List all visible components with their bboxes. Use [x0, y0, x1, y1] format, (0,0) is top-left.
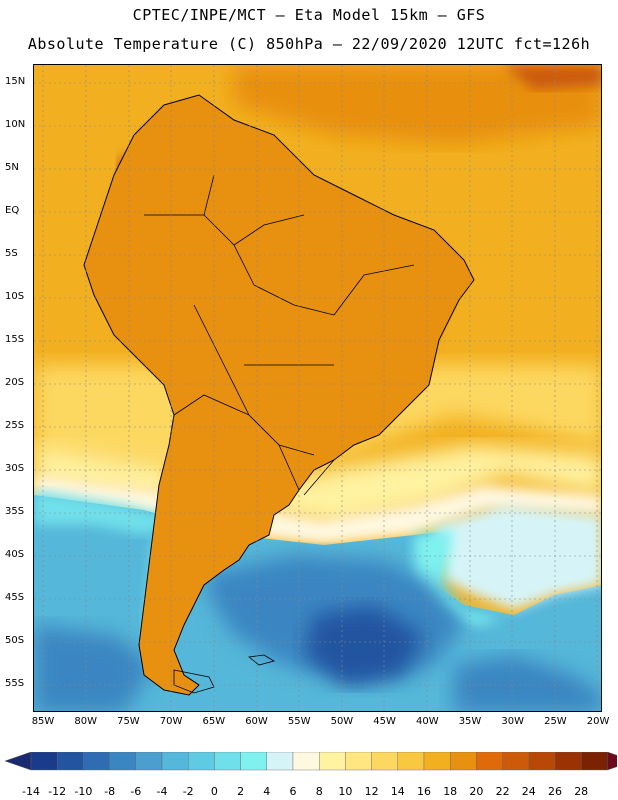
cold-patch-southeast — [454, 655, 601, 711]
tierra-del-fuego — [173, 669, 215, 694]
colorbar-swatch — [57, 752, 84, 771]
lon-label: 80W — [74, 716, 97, 727]
colorbar-label: 12 — [364, 785, 379, 798]
lat-label: 10N — [5, 119, 26, 130]
colorbar-swatch — [30, 752, 58, 771]
colorbar-swatch — [502, 752, 530, 771]
lat-label: 50S — [5, 635, 25, 646]
caribbean-hot-area — [504, 65, 601, 90]
colorbar-label: 2 — [237, 785, 245, 798]
colorbar-swatch — [581, 752, 608, 771]
lat-label: 5N — [5, 162, 19, 173]
lat-label: 30S — [5, 463, 25, 474]
colorbar-label: 14 — [390, 785, 405, 798]
lon-label: 20W — [586, 716, 610, 727]
colorbar-label: 20 — [469, 785, 484, 798]
colorbar-label: -12 — [48, 785, 67, 798]
colorbar — [5, 752, 617, 771]
colorbar-label: 4 — [263, 785, 271, 798]
colorbar-label: 0 — [210, 785, 218, 798]
colorbar-label: 16 — [417, 785, 431, 798]
colorbar-swatch — [450, 752, 477, 771]
lat-label: 20S — [5, 377, 25, 388]
falkland-islands — [248, 654, 276, 666]
lon-label: 65W — [202, 716, 226, 727]
colorbar-label: 18 — [443, 785, 458, 798]
lat-label: 55S — [5, 678, 25, 689]
colorbar-swatch — [292, 752, 320, 771]
lat-lon-grid — [34, 65, 601, 711]
lat-label: 45S — [5, 592, 25, 603]
colorbar-swatch — [423, 752, 451, 771]
colorbar-label: -6 — [130, 785, 142, 798]
lat-label: 35S — [5, 506, 25, 517]
colorbar-label: -4 — [156, 785, 168, 798]
colorbar-label: -8 — [104, 785, 116, 798]
colorbar-swatch — [476, 752, 503, 771]
lat-label: 25S — [5, 420, 25, 431]
colorbar-label: -2 — [182, 785, 194, 798]
colorbar-swatch — [161, 752, 189, 771]
colorbar-right-arrow — [607, 752, 617, 771]
colorbar-swatch — [554, 752, 582, 771]
pale-yellow-band — [34, 445, 601, 525]
colorbar-swatch — [83, 752, 110, 771]
lon-label: 60W — [245, 716, 268, 727]
coldest-core-area — [304, 605, 424, 685]
colorbar-left-arrow — [5, 752, 32, 771]
colorbar-swatch — [266, 752, 294, 771]
lon-label: 75W — [117, 716, 140, 727]
temperature-map — [33, 64, 602, 712]
colorbar-swatch — [240, 752, 268, 771]
lon-label: 70W — [159, 716, 183, 727]
colorbar-swatch — [319, 752, 346, 771]
colorbar-swatch — [371, 752, 399, 771]
map-title-line2: Absolute Temperature (C) 850hPa – 22/09/… — [27, 35, 591, 53]
colorbar-label: 26 — [548, 785, 562, 798]
lon-label: 30W — [501, 716, 524, 727]
colorbar-label: -10 — [74, 785, 93, 798]
lat-label: 15S — [5, 334, 25, 345]
map-title-line1: CPTEC/INPE/MCT – Eta Model 15km – GFS — [132, 6, 486, 24]
lon-label: 45W — [373, 716, 396, 727]
colorbar-label: 10 — [338, 785, 353, 798]
lat-label: 10S — [5, 291, 25, 302]
colorbar-label: 8 — [315, 785, 323, 798]
colorbar-swatch — [109, 752, 136, 771]
country-borders — [144, 174, 415, 496]
pale-cyan-patch-east — [434, 505, 601, 610]
colorbar-swatch — [187, 752, 215, 771]
colorbar-label: -14 — [22, 785, 40, 798]
cold-patch-southwest — [34, 625, 154, 711]
cyan-patch-west — [34, 490, 184, 535]
lat-label: 15N — [5, 76, 26, 87]
lon-label: 85W — [31, 716, 55, 727]
lon-label: 50W — [330, 716, 354, 727]
lon-label: 25W — [544, 716, 567, 727]
colorbar-label: 28 — [574, 785, 589, 798]
tropical-warm-area — [234, 65, 601, 145]
lon-label: 40W — [415, 716, 439, 727]
colorbar-swatch — [528, 752, 556, 771]
lon-label: 35W — [458, 716, 482, 727]
map-canvas — [34, 65, 601, 711]
cream-band — [34, 475, 601, 545]
lat-label: 5S — [5, 248, 18, 259]
colorbar-label: 22 — [495, 785, 510, 798]
colorbar-label: 6 — [289, 785, 297, 798]
colorbar-swatch — [214, 752, 241, 771]
lat-label: EQ — [5, 205, 20, 216]
colorbar-swatch — [135, 752, 163, 771]
colorbar-swatch — [397, 752, 425, 771]
lon-label: 55W — [287, 716, 311, 727]
lat-label: 40S — [5, 549, 25, 560]
colorbar-swatch — [345, 752, 372, 771]
colorbar-label: 24 — [521, 785, 536, 798]
